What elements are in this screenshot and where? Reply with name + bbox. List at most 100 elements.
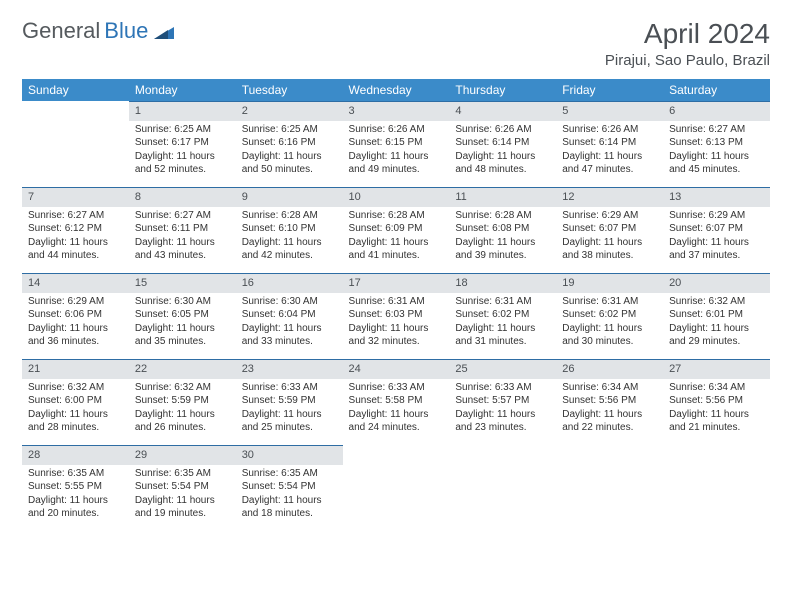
sunset-line: Sunset: 6:02 PM (562, 308, 657, 322)
day-details: Sunrise: 6:32 AMSunset: 5:59 PMDaylight:… (129, 381, 236, 439)
calendar-cell: 24Sunrise: 6:33 AMSunset: 5:58 PMDayligh… (343, 359, 450, 445)
sunrise-line: Sunrise: 6:29 AM (28, 295, 123, 309)
sunrise-line: Sunrise: 6:27 AM (669, 123, 764, 137)
day-details: Sunrise: 6:27 AMSunset: 6:13 PMDaylight:… (663, 123, 770, 181)
day-number: 2 (236, 101, 343, 121)
daylight-line: Daylight: 11 hours and 33 minutes. (242, 322, 337, 349)
calendar-cell (22, 101, 129, 187)
sunset-line: Sunset: 6:01 PM (669, 308, 764, 322)
calendar-cell: 10Sunrise: 6:28 AMSunset: 6:09 PMDayligh… (343, 187, 450, 273)
day-details: Sunrise: 6:34 AMSunset: 5:56 PMDaylight:… (556, 381, 663, 439)
sunset-line: Sunset: 5:58 PM (349, 394, 444, 408)
sunrise-line: Sunrise: 6:35 AM (28, 467, 123, 481)
day-details: Sunrise: 6:28 AMSunset: 6:08 PMDaylight:… (449, 209, 556, 267)
day-details: Sunrise: 6:31 AMSunset: 6:03 PMDaylight:… (343, 295, 450, 353)
day-details: Sunrise: 6:25 AMSunset: 6:16 PMDaylight:… (236, 123, 343, 181)
day-details: Sunrise: 6:27 AMSunset: 6:12 PMDaylight:… (22, 209, 129, 267)
daylight-line: Daylight: 11 hours and 43 minutes. (135, 236, 230, 263)
calendar-cell: 13Sunrise: 6:29 AMSunset: 6:07 PMDayligh… (663, 187, 770, 273)
weekday-header: Wednesday (343, 79, 450, 101)
logo-word1: General (22, 18, 100, 44)
calendar-cell: 9Sunrise: 6:28 AMSunset: 6:10 PMDaylight… (236, 187, 343, 273)
day-details: Sunrise: 6:26 AMSunset: 6:14 PMDaylight:… (449, 123, 556, 181)
sunrise-line: Sunrise: 6:33 AM (349, 381, 444, 395)
calendar-cell: 1Sunrise: 6:25 AMSunset: 6:17 PMDaylight… (129, 101, 236, 187)
sunset-line: Sunset: 6:14 PM (562, 136, 657, 150)
day-details: Sunrise: 6:28 AMSunset: 6:10 PMDaylight:… (236, 209, 343, 267)
weekday-header: Thursday (449, 79, 556, 101)
day-details: Sunrise: 6:32 AMSunset: 6:00 PMDaylight:… (22, 381, 129, 439)
calendar-cell: 22Sunrise: 6:32 AMSunset: 5:59 PMDayligh… (129, 359, 236, 445)
sunset-line: Sunset: 6:04 PM (242, 308, 337, 322)
weekday-header: Saturday (663, 79, 770, 101)
calendar-cell: 17Sunrise: 6:31 AMSunset: 6:03 PMDayligh… (343, 273, 450, 359)
sunrise-line: Sunrise: 6:29 AM (562, 209, 657, 223)
day-number: 15 (129, 273, 236, 293)
sunrise-line: Sunrise: 6:25 AM (242, 123, 337, 137)
day-number: 26 (556, 359, 663, 379)
sunset-line: Sunset: 6:15 PM (349, 136, 444, 150)
sunrise-line: Sunrise: 6:28 AM (455, 209, 550, 223)
day-details: Sunrise: 6:26 AMSunset: 6:14 PMDaylight:… (556, 123, 663, 181)
sunset-line: Sunset: 5:54 PM (135, 480, 230, 494)
sunset-line: Sunset: 6:08 PM (455, 222, 550, 236)
sunset-line: Sunset: 5:59 PM (242, 394, 337, 408)
calendar-cell: 27Sunrise: 6:34 AMSunset: 5:56 PMDayligh… (663, 359, 770, 445)
calendar-cell: 12Sunrise: 6:29 AMSunset: 6:07 PMDayligh… (556, 187, 663, 273)
sunrise-line: Sunrise: 6:28 AM (349, 209, 444, 223)
day-details: Sunrise: 6:29 AMSunset: 6:06 PMDaylight:… (22, 295, 129, 353)
daylight-line: Daylight: 11 hours and 30 minutes. (562, 322, 657, 349)
daylight-line: Daylight: 11 hours and 25 minutes. (242, 408, 337, 435)
daylight-line: Daylight: 11 hours and 29 minutes. (669, 322, 764, 349)
day-details: Sunrise: 6:32 AMSunset: 6:01 PMDaylight:… (663, 295, 770, 353)
day-details: Sunrise: 6:31 AMSunset: 6:02 PMDaylight:… (449, 295, 556, 353)
day-number: 24 (343, 359, 450, 379)
daylight-line: Daylight: 11 hours and 42 minutes. (242, 236, 337, 263)
day-number: 30 (236, 445, 343, 465)
calendar-cell (343, 445, 450, 531)
sunrise-line: Sunrise: 6:35 AM (135, 467, 230, 481)
day-number: 6 (663, 101, 770, 121)
daylight-line: Daylight: 11 hours and 18 minutes. (242, 494, 337, 521)
daylight-line: Daylight: 11 hours and 23 minutes. (455, 408, 550, 435)
day-number: 19 (556, 273, 663, 293)
sunrise-line: Sunrise: 6:31 AM (455, 295, 550, 309)
day-number: 5 (556, 101, 663, 121)
calendar-cell (663, 445, 770, 531)
sunset-line: Sunset: 6:12 PM (28, 222, 123, 236)
daylight-line: Daylight: 11 hours and 41 minutes. (349, 236, 444, 263)
sunrise-line: Sunrise: 6:31 AM (562, 295, 657, 309)
daylight-line: Daylight: 11 hours and 38 minutes. (562, 236, 657, 263)
sunrise-line: Sunrise: 6:32 AM (669, 295, 764, 309)
sunrise-line: Sunrise: 6:25 AM (135, 123, 230, 137)
weekday-header: Sunday (22, 79, 129, 101)
weekday-header: Tuesday (236, 79, 343, 101)
day-number: 18 (449, 273, 556, 293)
calendar-cell (449, 445, 556, 531)
daylight-line: Daylight: 11 hours and 50 minutes. (242, 150, 337, 177)
day-details: Sunrise: 6:35 AMSunset: 5:54 PMDaylight:… (236, 467, 343, 525)
title-block: April 2024 Pirajui, Sao Paulo, Brazil (605, 18, 770, 69)
daylight-line: Daylight: 11 hours and 19 minutes. (135, 494, 230, 521)
day-number: 25 (449, 359, 556, 379)
day-number: 16 (236, 273, 343, 293)
daylight-line: Daylight: 11 hours and 26 minutes. (135, 408, 230, 435)
sunrise-line: Sunrise: 6:32 AM (135, 381, 230, 395)
calendar-cell: 11Sunrise: 6:28 AMSunset: 6:08 PMDayligh… (449, 187, 556, 273)
sunset-line: Sunset: 6:11 PM (135, 222, 230, 236)
daylight-line: Daylight: 11 hours and 47 minutes. (562, 150, 657, 177)
daylight-line: Daylight: 11 hours and 20 minutes. (28, 494, 123, 521)
sunrise-line: Sunrise: 6:33 AM (455, 381, 550, 395)
sunrise-line: Sunrise: 6:26 AM (562, 123, 657, 137)
day-number: 4 (449, 101, 556, 121)
header: GeneralBlue April 2024 Pirajui, Sao Paul… (22, 18, 770, 69)
daylight-line: Daylight: 11 hours and 35 minutes. (135, 322, 230, 349)
sunrise-line: Sunrise: 6:33 AM (242, 381, 337, 395)
sunset-line: Sunset: 5:56 PM (562, 394, 657, 408)
day-details: Sunrise: 6:25 AMSunset: 6:17 PMDaylight:… (129, 123, 236, 181)
day-details: Sunrise: 6:33 AMSunset: 5:59 PMDaylight:… (236, 381, 343, 439)
daylight-line: Daylight: 11 hours and 36 minutes. (28, 322, 123, 349)
day-number: 8 (129, 187, 236, 207)
sunset-line: Sunset: 5:54 PM (242, 480, 337, 494)
sunset-line: Sunset: 6:00 PM (28, 394, 123, 408)
